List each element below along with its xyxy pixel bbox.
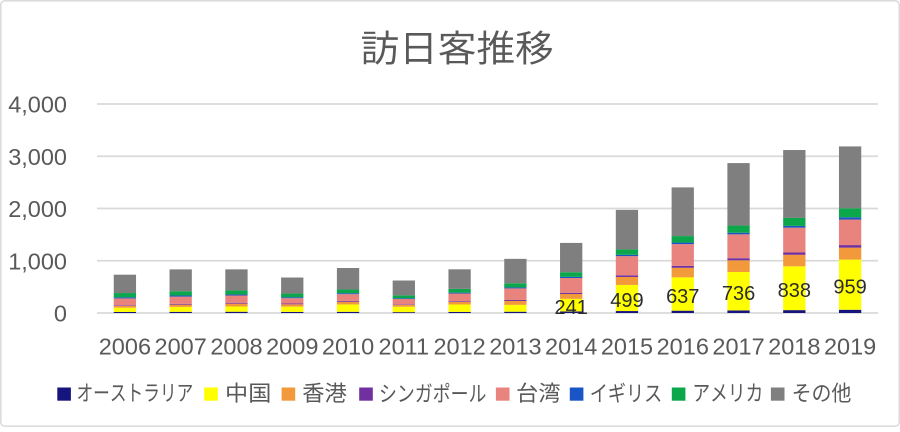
svg-text:2006: 2006 — [99, 334, 151, 360]
svg-text:499: 499 — [610, 290, 643, 312]
svg-text:838: 838 — [778, 280, 811, 302]
svg-text:2016: 2016 — [657, 334, 709, 360]
svg-text:3,000: 3,000 — [8, 144, 67, 170]
svg-text:959: 959 — [833, 276, 866, 298]
svg-text:2017: 2017 — [712, 334, 764, 360]
svg-text:1,000: 1,000 — [8, 248, 67, 274]
svg-text:2010: 2010 — [322, 334, 374, 360]
svg-text:2011: 2011 — [379, 334, 430, 360]
svg-text:2013: 2013 — [489, 334, 541, 360]
svg-text:241: 241 — [554, 297, 587, 319]
svg-text:2018: 2018 — [768, 334, 820, 360]
svg-text:4,000: 4,000 — [8, 92, 67, 118]
svg-text:2014: 2014 — [545, 334, 597, 360]
svg-text:2015: 2015 — [601, 334, 653, 360]
svg-text:2009: 2009 — [266, 334, 318, 360]
svg-text:736: 736 — [722, 283, 755, 305]
svg-text:2008: 2008 — [210, 334, 262, 360]
svg-text:0: 0 — [54, 301, 67, 327]
svg-text:637: 637 — [666, 286, 699, 308]
svg-text:2007: 2007 — [155, 334, 207, 360]
svg-text:2,000: 2,000 — [8, 196, 67, 222]
svg-text:2019: 2019 — [824, 334, 876, 360]
svg-text:2012: 2012 — [433, 334, 485, 360]
